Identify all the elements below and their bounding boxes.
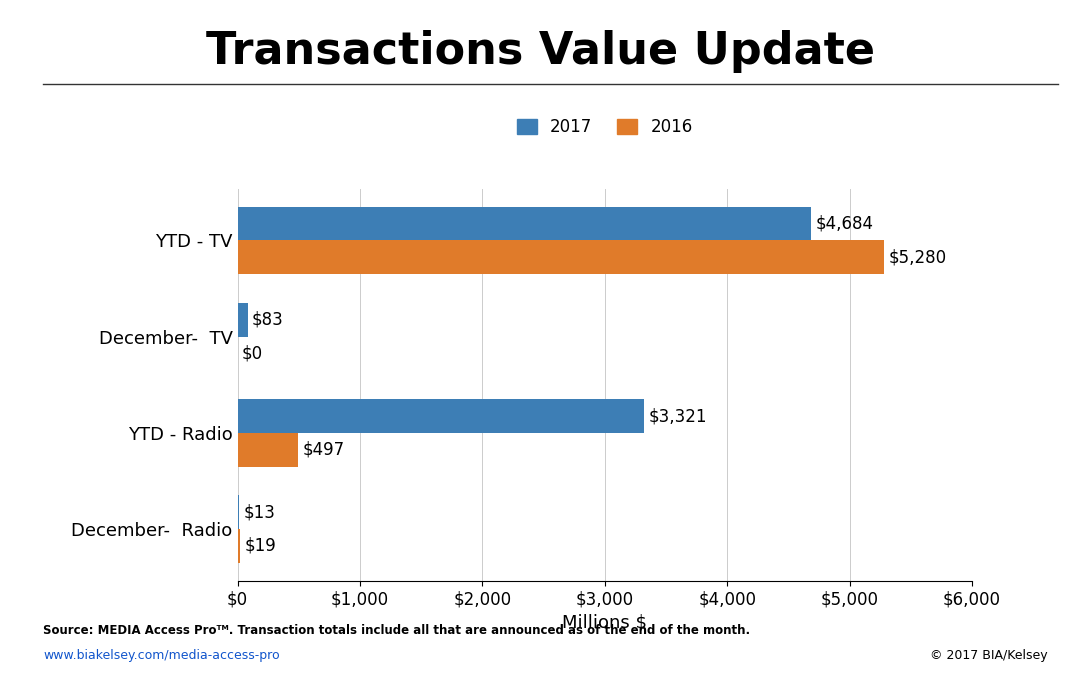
Text: Transactions Value Update: Transactions Value Update (205, 30, 875, 74)
Text: $83: $83 (252, 310, 284, 329)
Bar (238, 433, 298, 466)
Text: $497: $497 (302, 441, 345, 459)
Text: $13: $13 (243, 503, 275, 521)
Text: $5,280: $5,280 (888, 248, 946, 267)
Legend: 2017, 2016: 2017, 2016 (510, 111, 700, 142)
Bar (238, 240, 883, 274)
Bar (238, 495, 239, 529)
X-axis label: Millions $: Millions $ (563, 614, 647, 632)
Text: $19: $19 (244, 537, 276, 555)
Bar (238, 207, 811, 240)
Text: $4,684: $4,684 (815, 215, 874, 233)
Text: www.biakelsey.com/media-access-pro: www.biakelsey.com/media-access-pro (43, 649, 280, 662)
Bar (238, 303, 247, 337)
Bar (238, 399, 644, 433)
Text: © 2017 BIA/Kelsey: © 2017 BIA/Kelsey (930, 649, 1048, 662)
Text: $0: $0 (242, 344, 264, 362)
Bar (238, 529, 240, 563)
Text: $3,321: $3,321 (648, 407, 707, 425)
Text: Source: MEDIA Access Proᵀᴹ. Transaction totals include all that are announced as: Source: MEDIA Access Proᵀᴹ. Transaction … (43, 624, 751, 637)
